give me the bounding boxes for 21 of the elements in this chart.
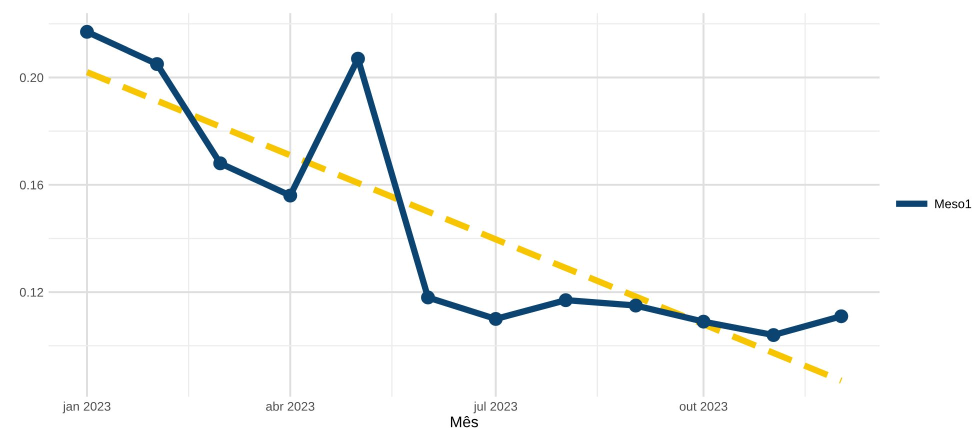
x-tick-label: abr 2023: [266, 402, 314, 411]
point: [696, 314, 710, 329]
x-tick-label: jul 2023: [474, 402, 518, 414]
y-tick-label: 0.12: [20, 288, 44, 297]
x-tick-label: out 2023: [680, 402, 728, 411]
point: [421, 290, 435, 304]
point: [628, 298, 643, 312]
point: [213, 156, 228, 170]
point: [488, 312, 503, 326]
point: [834, 309, 848, 324]
point: [283, 188, 298, 202]
point: [80, 24, 94, 39]
point: [351, 52, 365, 66]
x-axis-title: Mês: [450, 416, 478, 428]
legend-label: Meso1: [935, 200, 972, 208]
y-tick-label: 0.20: [20, 73, 44, 82]
y-tick-label: 0.16: [20, 180, 44, 190]
point: [558, 293, 573, 308]
x-tick-label: jan 2023: [62, 402, 110, 414]
point: [150, 57, 164, 72]
point: [766, 328, 780, 342]
